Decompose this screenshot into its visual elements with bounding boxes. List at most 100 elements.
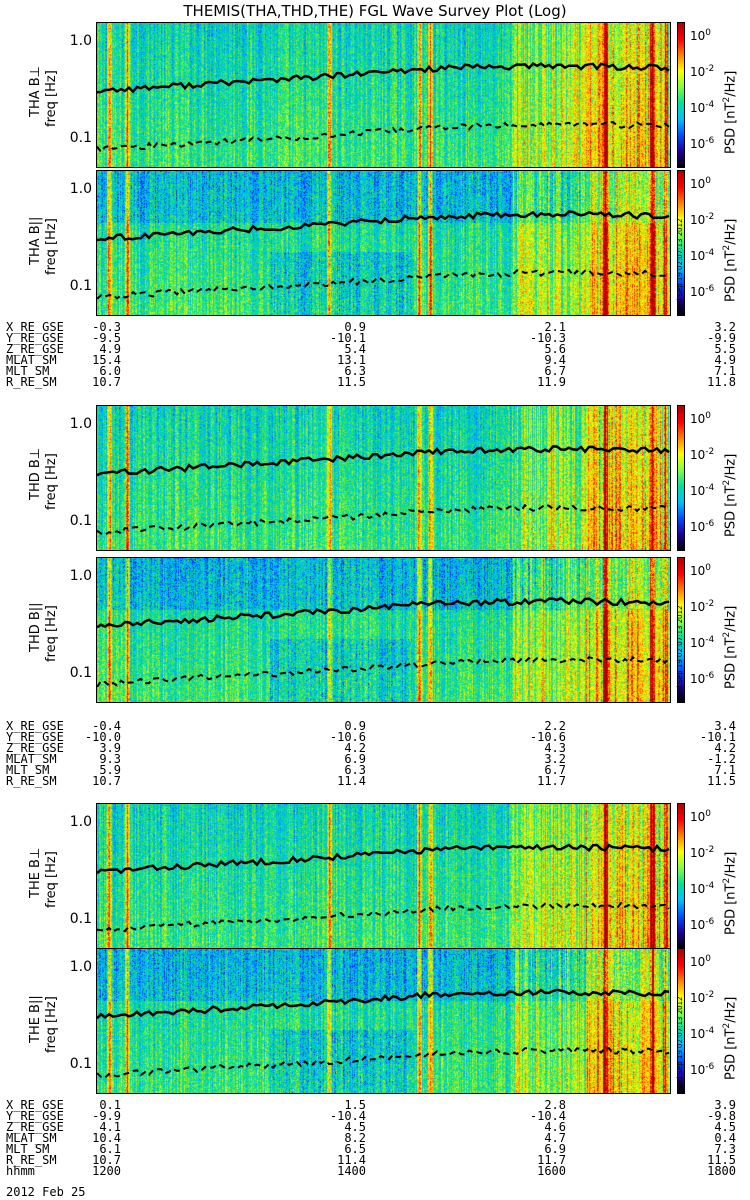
ephemeris-row: Y_RE_GSE -9.5 -10.1 -10.3 -9.9 (6, 331, 736, 345)
ephemeris-value: 6.9 (344, 752, 366, 766)
ephemeris-value: 10.7 (92, 1153, 121, 1167)
ephemeris-value: 4.2 (344, 741, 366, 755)
ephemeris-value: 10.7 (92, 774, 121, 788)
colorbar-label: PSD [nT2/Hz] (722, 70, 739, 154)
ephemeris-value: 15.4 (92, 353, 121, 367)
ephemeris-row: X_RE_GSE -0.3 0.9 2.1 3.2 (6, 320, 736, 334)
ephemeris-value: 7.3 (714, 1142, 736, 1156)
ephemeris-value: 0.4 (714, 1131, 736, 1145)
ephemeris-label: R_RE_SM (6, 375, 57, 389)
timestamp-stamp: Wed Sep 19 02:07:13 2012 (676, 605, 684, 701)
ephemeris-value: 11.5 (337, 375, 366, 389)
series-line-solid (97, 62, 670, 94)
ephemeris-label: MLT_SM (6, 364, 50, 378)
ephemeris-row: Z_RE_GSE 4.9 5.4 5.6 5.5 (6, 342, 736, 356)
ephemeris-value: 9.4 (544, 353, 566, 367)
ephemeris-value: 2.1 (544, 320, 566, 334)
series-line-dashed (97, 656, 670, 688)
ephemeris-label: Y_RE_GSE (6, 1109, 64, 1123)
ephemeris-value: 6.3 (344, 763, 366, 777)
colorbar-tick: 10-6 (690, 917, 715, 932)
ephemeris-value: -0.4 (92, 719, 121, 733)
ephemeris-value: 4.5 (344, 1120, 366, 1134)
colorbar-tick: 10-2 (690, 212, 715, 227)
ephemeris-value: 10.7 (92, 375, 121, 389)
ephemeris-value: 4.9 (99, 342, 121, 356)
colorbar-label: PSD [nT2/Hz] (722, 453, 739, 537)
ephemeris-value: -1.2 (707, 752, 736, 766)
ephemeris-label: Z_RE_GSE (6, 1120, 64, 1134)
colorbar-tick: 10-6 (690, 136, 715, 151)
ephemeris-label: MLT_SM (6, 1142, 50, 1156)
ephemeris-value: -10.6 (329, 730, 366, 744)
ephemeris-value: 0.1 (99, 1098, 121, 1112)
ephemeris-value: 2.8 (544, 1098, 566, 1112)
ephemeris-value: 7.1 (714, 364, 736, 378)
spectrogram-image (97, 804, 670, 948)
ephemeris-value: -10.6 (529, 730, 566, 744)
ephemeris-value: 6.3 (344, 364, 366, 378)
ephemeris-label: MLAT_SM (6, 1131, 57, 1145)
panel-ylabel: THD B|| (28, 602, 43, 652)
ephemeris-row: R_RE_SM 10.7 11.4 11.7 11.5 (6, 1153, 736, 1167)
series-line-solid (97, 445, 670, 477)
spectrogram-the-para (96, 948, 671, 1094)
ephemeris-value: 3.9 (99, 741, 121, 755)
colorbar-tick: 100 (690, 28, 712, 43)
ephemeris-value: 0.9 (344, 320, 366, 334)
freq-axis-label: freq [Hz] (44, 851, 59, 908)
colorbar-tick: 10-2 (690, 64, 715, 79)
ephemeris-value: 11.8 (707, 375, 736, 389)
y-tick-label: 1.0 (69, 32, 92, 49)
ephemeris-value: 1200 (92, 1164, 121, 1178)
colorbar (677, 557, 685, 703)
colorbar-tick: 10-2 (690, 447, 715, 462)
colorbar-tick: 10-2 (690, 599, 715, 614)
panel-ylabel: THA B|| (28, 216, 43, 265)
series-line-dashed (97, 1046, 670, 1079)
colorbar-tick: 100 (690, 563, 712, 578)
spectrogram-tha-perp (96, 22, 671, 168)
y-tick-label: 0.1 (69, 910, 92, 927)
ephemeris-value: 5.4 (344, 342, 366, 356)
ephemeris-row: MLAT_SM 15.4 13.1 9.4 4.9 (6, 353, 736, 367)
panel-ylabel: THE B|| (28, 995, 43, 1043)
gyrofrequency-lines (97, 445, 670, 536)
timestamp-stamp: Wed Sep 19 02:07:13 2012 (676, 996, 684, 1092)
ephemeris-value: 7.1 (714, 763, 736, 777)
freq-axis-label: freq [Hz] (44, 605, 59, 662)
ephemeris-value: 8.2 (344, 1131, 366, 1145)
y-tick-label: 0.1 (69, 664, 92, 681)
gyrofrequency-lines (97, 210, 670, 300)
spectrogram-thd-para (96, 557, 671, 703)
ephemeris-value: 4.2 (714, 741, 736, 755)
ephemeris-value: 11.5 (707, 1153, 736, 1167)
ephemeris-value: 0.9 (344, 719, 366, 733)
y-tick-label: 1.0 (69, 567, 92, 584)
colorbar-tick: 10-6 (690, 671, 715, 686)
ephemeris-value: 4.7 (544, 1131, 566, 1145)
colorbar-tick: 10-6 (690, 519, 715, 534)
spectrogram-tha-para (96, 170, 671, 316)
ephemeris-value: -9.8 (707, 1109, 736, 1123)
panel-ylabel: THE B⊥ (28, 847, 43, 898)
ephemeris-value: 1800 (707, 1164, 736, 1178)
ephemeris-row: MLT_SM 6.1 6.5 6.9 7.3 (6, 1142, 736, 1156)
ephemeris-row: Z_RE_GSE 4.1 4.5 4.6 4.5 (6, 1120, 736, 1134)
freq-axis-label: freq [Hz] (44, 70, 59, 127)
ephemeris-label: Y_RE_GSE (6, 331, 64, 345)
ephemeris-value: 10.4 (92, 1131, 121, 1145)
panel-ylabel: THA B⊥ (28, 66, 43, 117)
gyrofrequency-lines (97, 988, 670, 1079)
ephemeris-value: -9.5 (92, 331, 121, 345)
ephemeris-label: Z_RE_GSE (6, 741, 64, 755)
series-line-dashed (97, 121, 670, 154)
chart-title: THEMIS(THA,THD,THE) FGL Wave Survey Plot… (183, 2, 567, 20)
colorbar-tick: 10-2 (690, 845, 715, 860)
ephemeris-row: MLAT_SM 9.3 6.9 3.2 -1.2 (6, 752, 736, 766)
ephemeris-value: 11.5 (707, 774, 736, 788)
spectrogram-the-perp (96, 803, 671, 949)
ephemeris-row: R_RE_SM 10.7 11.4 11.7 11.5 (6, 774, 736, 788)
ephemeris-value: 3.4 (714, 719, 736, 733)
y-tick-label: 0.1 (69, 512, 92, 529)
